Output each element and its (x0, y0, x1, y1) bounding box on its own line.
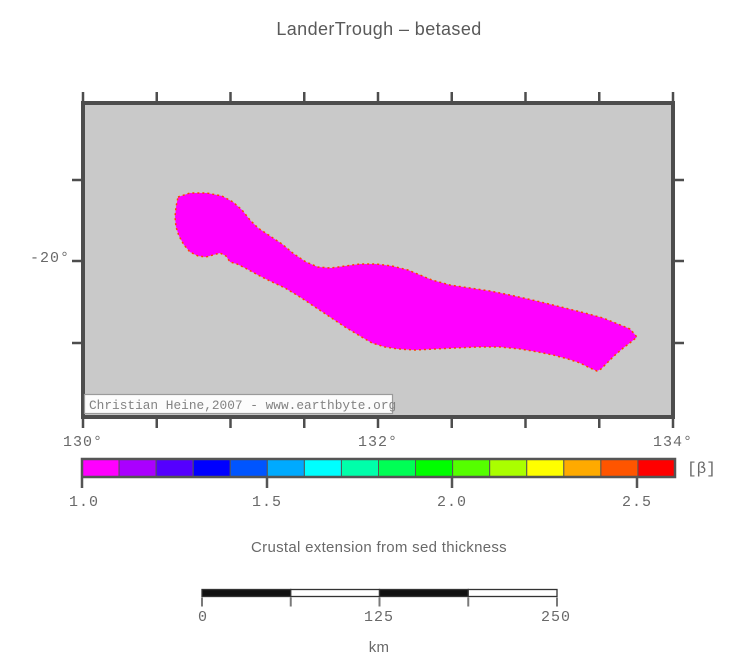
map-background (83, 103, 673, 417)
lon-tick-label-132: 132° (357, 434, 399, 451)
colorbar-tick-label-3: 2.0 (436, 494, 468, 511)
colorbar-tick-label-4: 2.5 (621, 494, 653, 511)
scalebar-label-0: 0 (197, 609, 209, 626)
map-axis-ticks (72, 92, 684, 428)
credit-text: Christian Heine,2007 - www.earthbyte.org (89, 398, 397, 413)
credit-box (83, 393, 394, 415)
colorbar (80, 457, 677, 488)
map-frame (81, 101, 675, 419)
distance-scalebar (201, 588, 558, 607)
scalebar-label-250: 250 (540, 609, 572, 626)
colorbar-tick-label-1: 1.0 (68, 494, 100, 511)
lon-tick-label-134: 134° (652, 434, 694, 451)
figure-caption: Crustal extension from sed thickness (251, 539, 507, 556)
lon-tick-label-130: 130° (62, 434, 104, 451)
colorbar-tick-label-2: 1.5 (251, 494, 283, 511)
scalebar-ticks (201, 597, 558, 607)
colorbar-ticks (80, 478, 639, 488)
lat-tick-label: -20° (29, 250, 70, 267)
colorbar-cells (81, 458, 676, 478)
beta-region-polygon (174, 192, 638, 372)
scalebar-segments (201, 588, 558, 598)
map-panel (72, 92, 684, 428)
scalebar-unit-label: km (368, 639, 390, 656)
scalebar-label-125: 125 (363, 609, 395, 626)
colorbar-unit-label: [β] (687, 460, 716, 478)
colorbar-frame (80, 457, 677, 479)
plot-title: LanderTrough – betased (276, 19, 482, 39)
